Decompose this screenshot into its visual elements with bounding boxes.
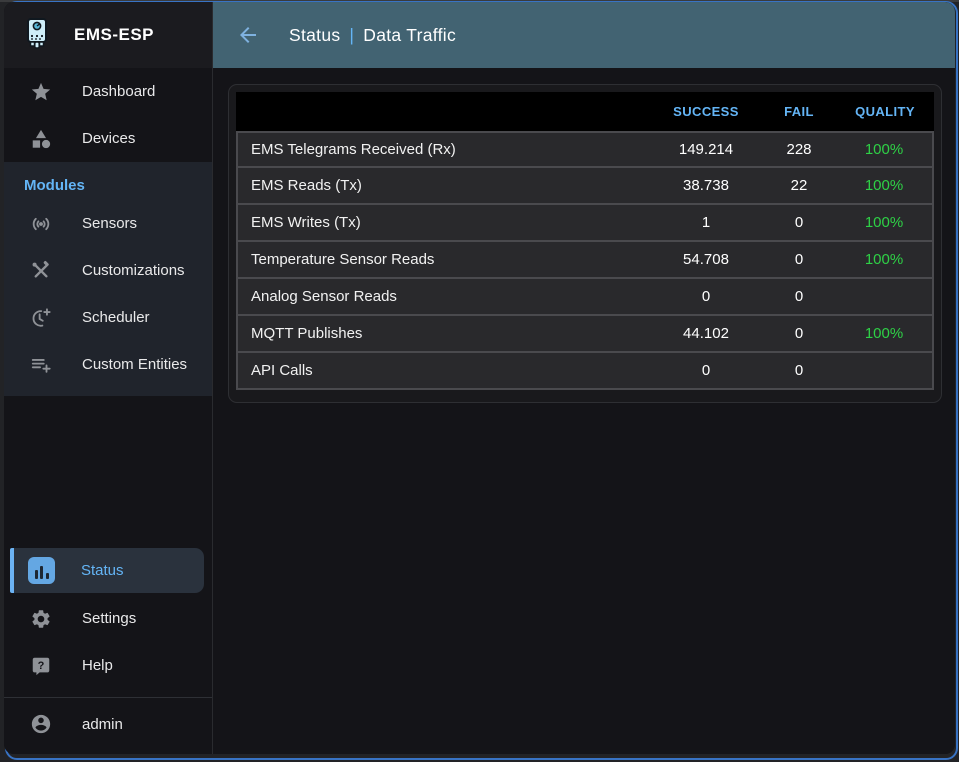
row-label: API Calls: [236, 353, 650, 390]
modules-section: Modules Sensors: [4, 162, 212, 396]
table-row: EMS Telegrams Received (Rx) 149.214 228 …: [236, 131, 934, 168]
sidebar-item-help[interactable]: ? Help: [4, 642, 212, 689]
active-item-pill: Status: [14, 548, 204, 593]
sidebar: EMS-ESP Dashboard Devices Modules: [4, 2, 213, 754]
row-label: EMS Telegrams Received (Rx): [236, 131, 650, 168]
data-traffic-table: SUCCESS FAIL QUALITY EMS Telegrams Recei…: [236, 92, 934, 390]
sidebar-item-label: Customizations: [82, 262, 185, 279]
table-row: Temperature Sensor Reads 54.708 0 100%: [236, 242, 934, 279]
table-row: EMS Reads (Tx) 38.738 22 100%: [236, 168, 934, 205]
sidebar-item-admin[interactable]: admin: [4, 698, 212, 750]
star-icon: [28, 79, 54, 105]
app-title: EMS-ESP: [74, 25, 155, 44]
help-bubble-icon: ?: [28, 653, 54, 679]
app-window: EMS-ESP Dashboard Devices Modules: [4, 2, 955, 754]
sidebar-item-label: Sensors: [82, 215, 138, 232]
fail-value: 0: [762, 353, 836, 390]
quality-value: 100%: [836, 242, 934, 279]
row-label: MQTT Publishes: [236, 316, 650, 353]
sidebar-spacer: [4, 396, 212, 548]
sidebar-item-sensors[interactable]: Sensors: [4, 200, 212, 247]
quality-value: [836, 279, 934, 316]
category-shapes-icon: [28, 126, 54, 152]
sidebar-item-label: Status: [81, 562, 124, 579]
quality-value: 100%: [836, 168, 934, 205]
fail-value: 0: [762, 205, 836, 242]
table-row: API Calls 0 0: [236, 353, 934, 390]
page-title-primary: Status: [289, 24, 341, 45]
svg-text:?: ?: [38, 660, 45, 672]
table-row: EMS Writes (Tx) 1 0 100%: [236, 205, 934, 242]
table-header-row: SUCCESS FAIL QUALITY: [236, 92, 934, 131]
quality-value: [836, 353, 934, 390]
active-item-accent-bar: [10, 548, 14, 593]
account-circle-icon: [28, 711, 54, 737]
app-bar: Status | Data Traffic: [213, 2, 955, 68]
fail-value: 0: [762, 242, 836, 279]
fail-value: 0: [762, 279, 836, 316]
sidebar-item-devices[interactable]: Devices: [4, 115, 212, 162]
main-area: Status | Data Traffic SUCCESS FAIL: [213, 2, 955, 754]
bar-chart-icon: [28, 557, 55, 584]
sidebar-divider: [4, 697, 212, 698]
sidebar-item-label: Devices: [82, 130, 136, 147]
sidebar-item-status[interactable]: Status: [10, 548, 204, 593]
page-title-separator: |: [349, 24, 355, 45]
table-row: Analog Sensor Reads 0 0: [236, 279, 934, 316]
sensors-signal-icon: [28, 211, 54, 237]
quality-value: 100%: [836, 316, 934, 353]
success-value: 0: [650, 353, 762, 390]
sidebar-bottom-group: Status Settings ? H: [4, 548, 212, 754]
sidebar-item-label: Settings: [82, 610, 137, 627]
sidebar-item-label: Scheduler: [82, 309, 150, 326]
column-header-success: SUCCESS: [650, 92, 762, 131]
back-button[interactable]: [235, 22, 261, 48]
sidebar-item-scheduler[interactable]: Scheduler: [4, 294, 212, 341]
column-header-blank: [236, 92, 650, 131]
success-value: 149.214: [650, 131, 762, 168]
table-row: MQTT Publishes 44.102 0 100%: [236, 316, 934, 353]
sidebar-header: EMS-ESP: [4, 2, 212, 68]
clock-plus-icon: [28, 305, 54, 331]
fail-value: 22: [762, 168, 836, 205]
sidebar-item-label: Dashboard: [82, 83, 156, 100]
construction-tools-icon: [28, 258, 54, 284]
success-value: 44.102: [650, 316, 762, 353]
page-title: Status | Data Traffic: [289, 25, 456, 46]
playlist-add-icon: [28, 352, 54, 378]
sidebar-item-label: Custom Entities: [82, 356, 188, 373]
success-value: 1: [650, 205, 762, 242]
sidebar-item-label: Help: [82, 657, 113, 674]
modules-heading: Modules: [24, 177, 85, 194]
row-label: Analog Sensor Reads: [236, 279, 650, 316]
ems-esp-logo-icon: [18, 14, 56, 57]
gear-icon: [28, 606, 54, 632]
page-title-secondary: Data Traffic: [363, 24, 457, 45]
success-value: 38.738: [650, 168, 762, 205]
column-header-fail: FAIL: [762, 92, 836, 131]
sidebar-item-settings[interactable]: Settings: [4, 595, 212, 642]
sidebar-item-customizations[interactable]: Customizations: [4, 247, 212, 294]
fail-value: 228: [762, 131, 836, 168]
success-value: 0: [650, 279, 762, 316]
arrow-back-icon: [240, 27, 256, 43]
row-label: Temperature Sensor Reads: [236, 242, 650, 279]
row-label: EMS Reads (Tx): [236, 168, 650, 205]
fail-value: 0: [762, 316, 836, 353]
sidebar-item-custom-entities[interactable]: Custom Entities: [4, 341, 212, 388]
sidebar-item-dashboard[interactable]: Dashboard: [4, 68, 212, 115]
quality-value: 100%: [836, 205, 934, 242]
row-label: EMS Writes (Tx): [236, 205, 650, 242]
sidebar-item-label: admin: [82, 715, 123, 733]
content-area: SUCCESS FAIL QUALITY EMS Telegrams Recei…: [213, 68, 955, 754]
success-value: 54.708: [650, 242, 762, 279]
data-traffic-card: SUCCESS FAIL QUALITY EMS Telegrams Recei…: [228, 84, 942, 403]
column-header-quality: QUALITY: [836, 92, 934, 131]
quality-value: 100%: [836, 131, 934, 168]
